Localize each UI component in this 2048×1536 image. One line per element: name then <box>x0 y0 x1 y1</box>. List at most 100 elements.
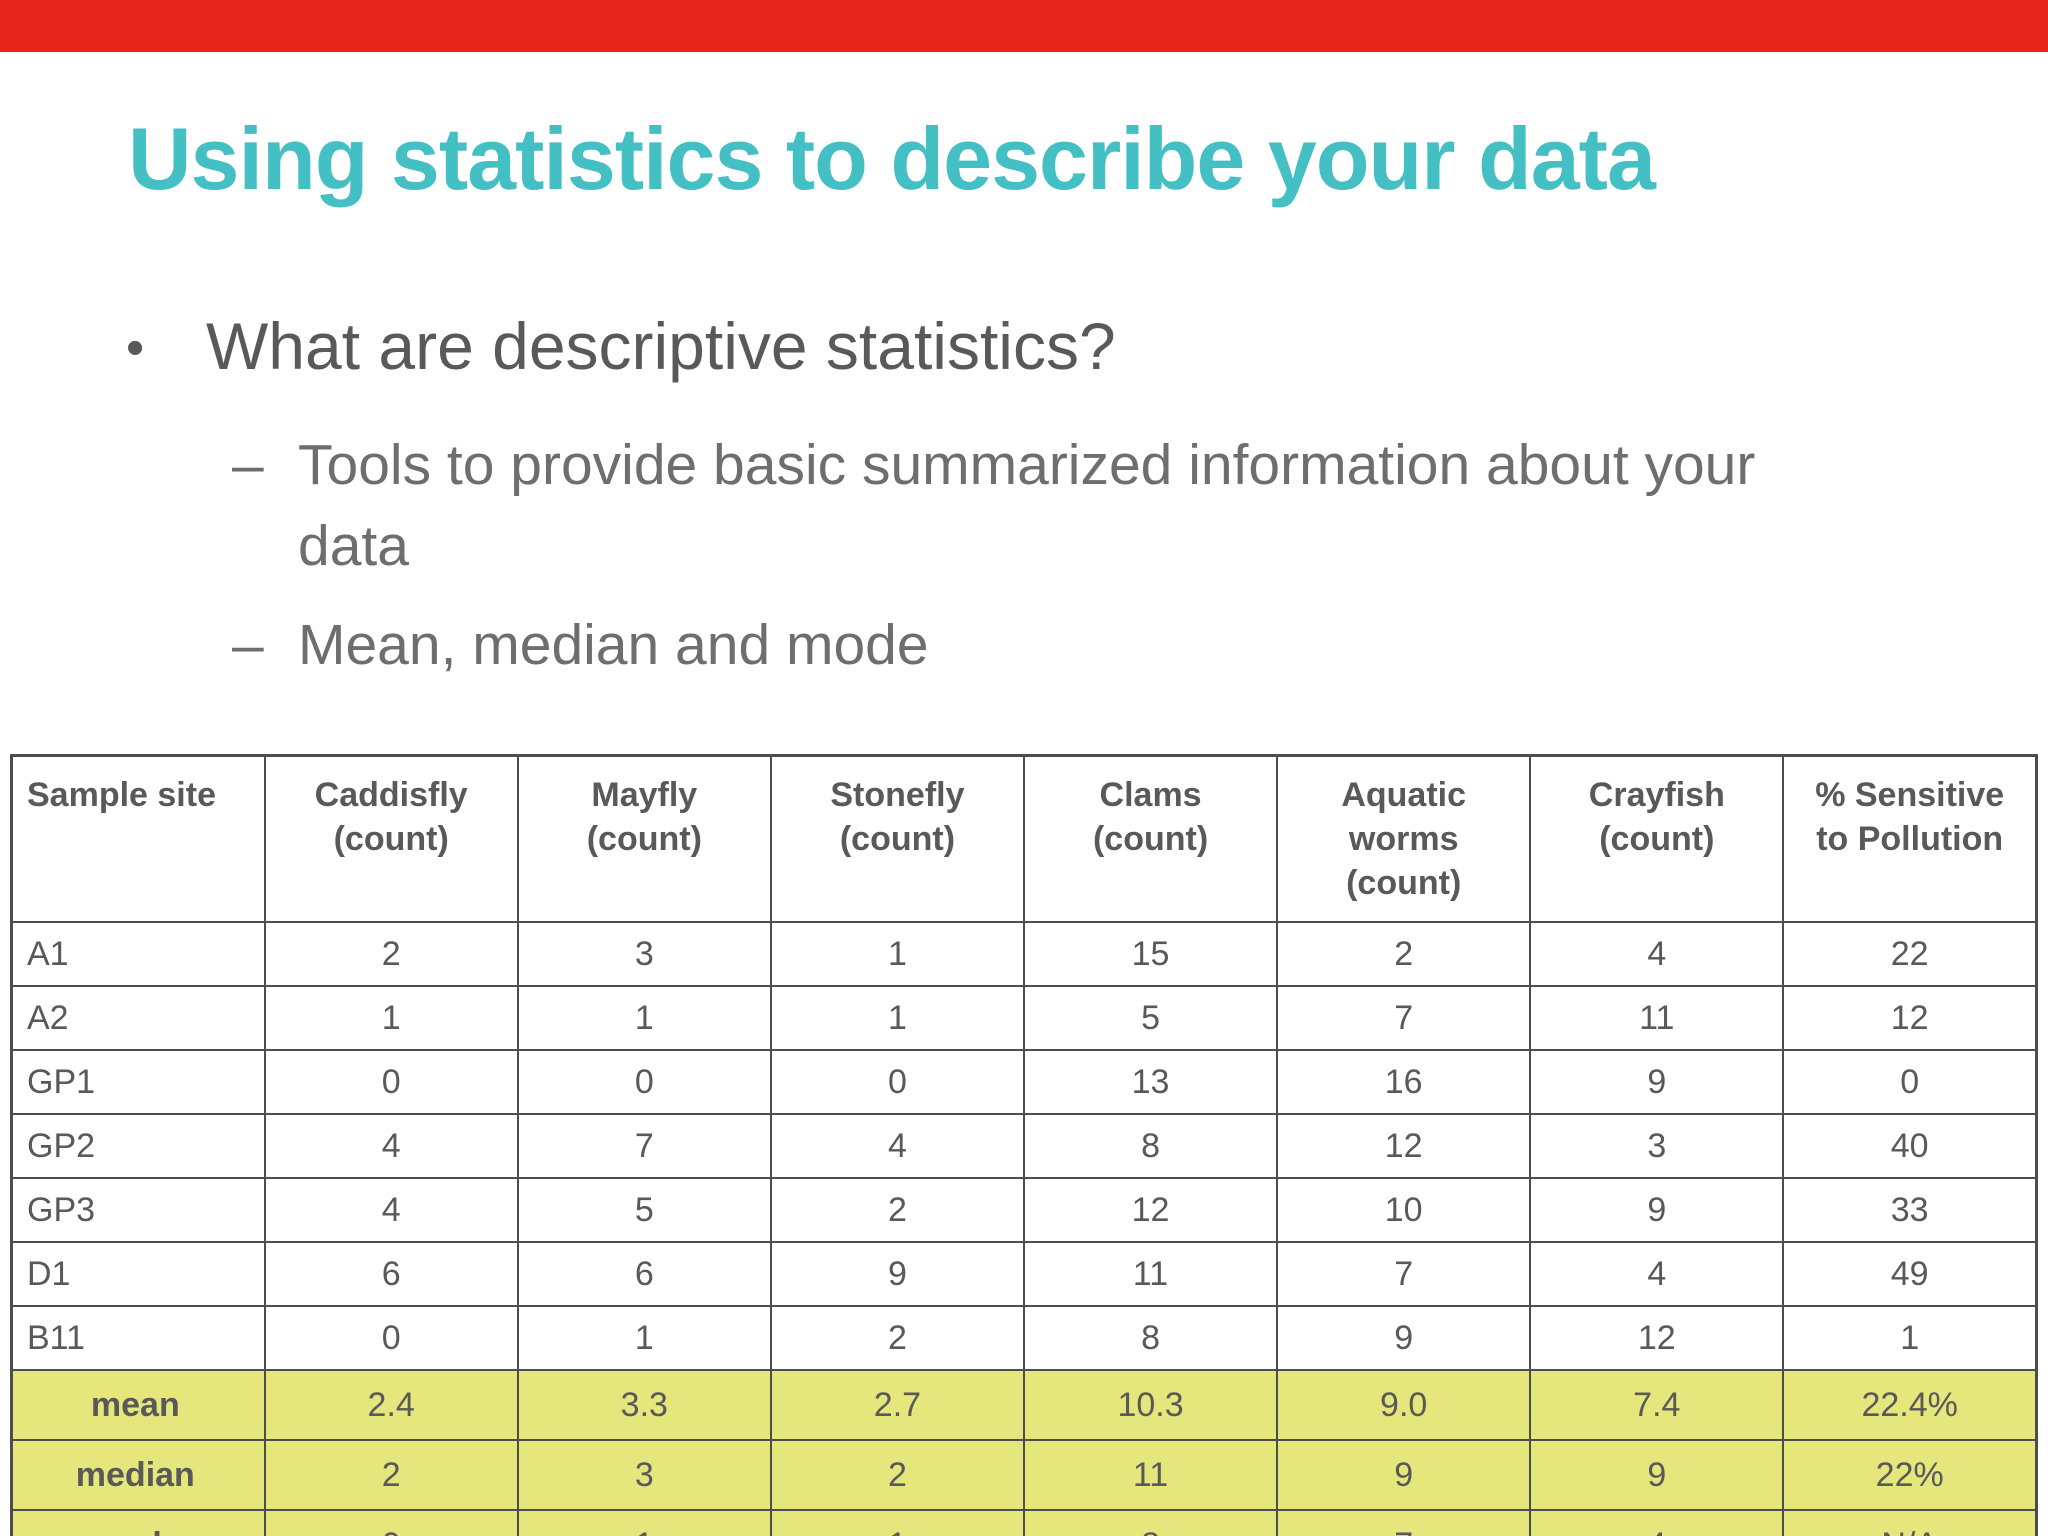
cell-value: 0 <box>516 1049 772 1115</box>
cell-value: 9.0 <box>1276 1369 1532 1441</box>
cell-value: 11 <box>1529 985 1785 1051</box>
summary-row: mean 2.4 3.3 2.7 10.3 9.0 7.4 22.4% <box>10 1369 2038 1441</box>
table-row: A1 2 3 1 15 2 4 22 <box>10 921 2038 987</box>
table-header-row: Sample site Caddisfly (count) Mayfly (coun… <box>10 754 2038 923</box>
macroinvertebrate-data-table: Sample site Caddisfly (count) Mayfly (coun… <box>10 754 2038 1536</box>
cell-value: 4 <box>1529 1509 1785 1536</box>
cell-value: 0 <box>769 1049 1026 1115</box>
cell-value: 1 <box>516 1509 772 1536</box>
column-header: Mayfly (count) <box>516 754 772 923</box>
cell-value: 2.7 <box>769 1369 1026 1441</box>
row-label: D1 <box>10 1241 266 1307</box>
cell-value: 2 <box>769 1177 1026 1243</box>
cell-value: 8 <box>1022 1113 1279 1179</box>
cell-value: 2 <box>769 1305 1026 1371</box>
cell-value: 4 <box>263 1177 519 1243</box>
cell-value: 2.4 <box>263 1369 519 1441</box>
sub-bullet-marker: – <box>232 433 264 497</box>
cell-value: 40 <box>1782 1113 2038 1179</box>
cell-value: 7 <box>1276 985 1532 1051</box>
slide-title: Using statistics to describe your data <box>128 109 1656 208</box>
column-header: % Sensitive to Pollution <box>1782 754 2038 923</box>
column-header: Aquatic worms (count) <box>1276 754 1532 923</box>
cell-value: 1 <box>516 1305 772 1371</box>
cell-value: 12 <box>1529 1305 1785 1371</box>
cell-value: 9 <box>769 1241 1026 1307</box>
row-label: A2 <box>10 985 266 1051</box>
sub-bullet-marker: – <box>232 613 264 677</box>
row-label: mode <box>10 1509 266 1536</box>
cell-value: 2 <box>1276 921 1532 987</box>
cell-value: 9 <box>1529 1439 1785 1511</box>
cell-value: 9 <box>1529 1177 1785 1243</box>
cell-value: 33 <box>1782 1177 2038 1243</box>
cell-value: 3 <box>516 1439 772 1511</box>
cell-value: 0 <box>263 1509 519 1536</box>
cell-value: 4 <box>263 1113 519 1179</box>
sub-bullet-item: – Tools to provide basic summarized info… <box>232 425 1858 587</box>
cell-value: 0 <box>263 1305 519 1371</box>
cell-value: 6 <box>516 1241 772 1307</box>
cell-value: 9 <box>1276 1439 1532 1511</box>
top-red-bar <box>0 0 2048 52</box>
cell-value: 8 <box>1022 1305 1279 1371</box>
table-row: GP2 4 7 4 8 12 3 40 <box>10 1113 2038 1179</box>
cell-value: 12 <box>1782 985 2038 1051</box>
cell-value: 10 <box>1276 1177 1532 1243</box>
bullet-item: • What are descriptive statistics? <box>126 308 1116 384</box>
sub-bullet-text: Mean, median and mode <box>298 613 929 677</box>
cell-value: 2 <box>263 921 519 987</box>
column-header: Crayfish (count) <box>1529 754 1785 923</box>
row-label: GP2 <box>10 1113 266 1179</box>
row-label: mean <box>10 1369 266 1441</box>
table-row: D1 6 6 9 11 7 4 49 <box>10 1241 2038 1307</box>
cell-value: 22.4% <box>1782 1369 2038 1441</box>
cell-value: 2 <box>263 1439 519 1511</box>
cell-value: 3.3 <box>516 1369 772 1441</box>
cell-value: 5 <box>1022 985 1279 1051</box>
cell-value: 13 <box>1022 1049 1279 1115</box>
cell-value: 7 <box>1276 1509 1532 1536</box>
cell-value: 22 <box>1782 921 2038 987</box>
cell-value: 1 <box>769 921 1026 987</box>
summary-row: mode011874N/A <box>10 1509 2038 1536</box>
cell-value: 0 <box>1782 1049 2038 1115</box>
cell-value: 3 <box>516 921 772 987</box>
cell-value: 9 <box>1276 1305 1532 1371</box>
row-label: GP1 <box>10 1049 266 1115</box>
row-label: median <box>10 1439 266 1511</box>
row-label: GP3 <box>10 1177 266 1243</box>
sub-bullet-item: – Mean, median and mode <box>232 605 929 686</box>
table-row: GP1 0 0 0 13 16 9 0 <box>10 1049 2038 1115</box>
cell-value: 4 <box>1529 921 1785 987</box>
cell-value: 1 <box>769 985 1026 1051</box>
summary-row: median 2 3 2 11 9 9 22% <box>10 1439 2038 1511</box>
cell-value: 49 <box>1782 1241 2038 1307</box>
cell-value: 7.4 <box>1529 1369 1785 1441</box>
cell-value: 5 <box>516 1177 772 1243</box>
table-row: A2 1 1 1 5 7 11 12 <box>10 985 2038 1051</box>
cell-value: 9 <box>1529 1049 1785 1115</box>
cell-value: 0 <box>263 1049 519 1115</box>
cell-value: 10.3 <box>1022 1369 1279 1441</box>
cell-value: 7 <box>1276 1241 1532 1307</box>
cell-value: 3 <box>1529 1113 1785 1179</box>
cell-value: 11 <box>1022 1241 1279 1307</box>
cell-value: 4 <box>769 1113 1026 1179</box>
cell-value: 12 <box>1276 1113 1532 1179</box>
table-row: GP3 4 5 2 12 10 9 33 <box>10 1177 2038 1243</box>
cell-value: 12 <box>1022 1177 1279 1243</box>
column-header: Caddisfly (count) <box>263 754 519 923</box>
column-header: Clams (count) <box>1022 754 1279 923</box>
cell-value: 11 <box>1022 1439 1279 1511</box>
cell-value: 2 <box>769 1439 1026 1511</box>
cell-value: N/A <box>1782 1509 2038 1536</box>
cell-value: 1 <box>263 985 519 1051</box>
column-header: Sample site <box>10 754 266 923</box>
cell-value: 1 <box>1782 1305 2038 1371</box>
cell-value: 22% <box>1782 1439 2038 1511</box>
row-label: A1 <box>10 921 266 987</box>
cell-value: 16 <box>1276 1049 1532 1115</box>
table-row: B11 0 1 2 8 9 12 1 <box>10 1305 2038 1371</box>
